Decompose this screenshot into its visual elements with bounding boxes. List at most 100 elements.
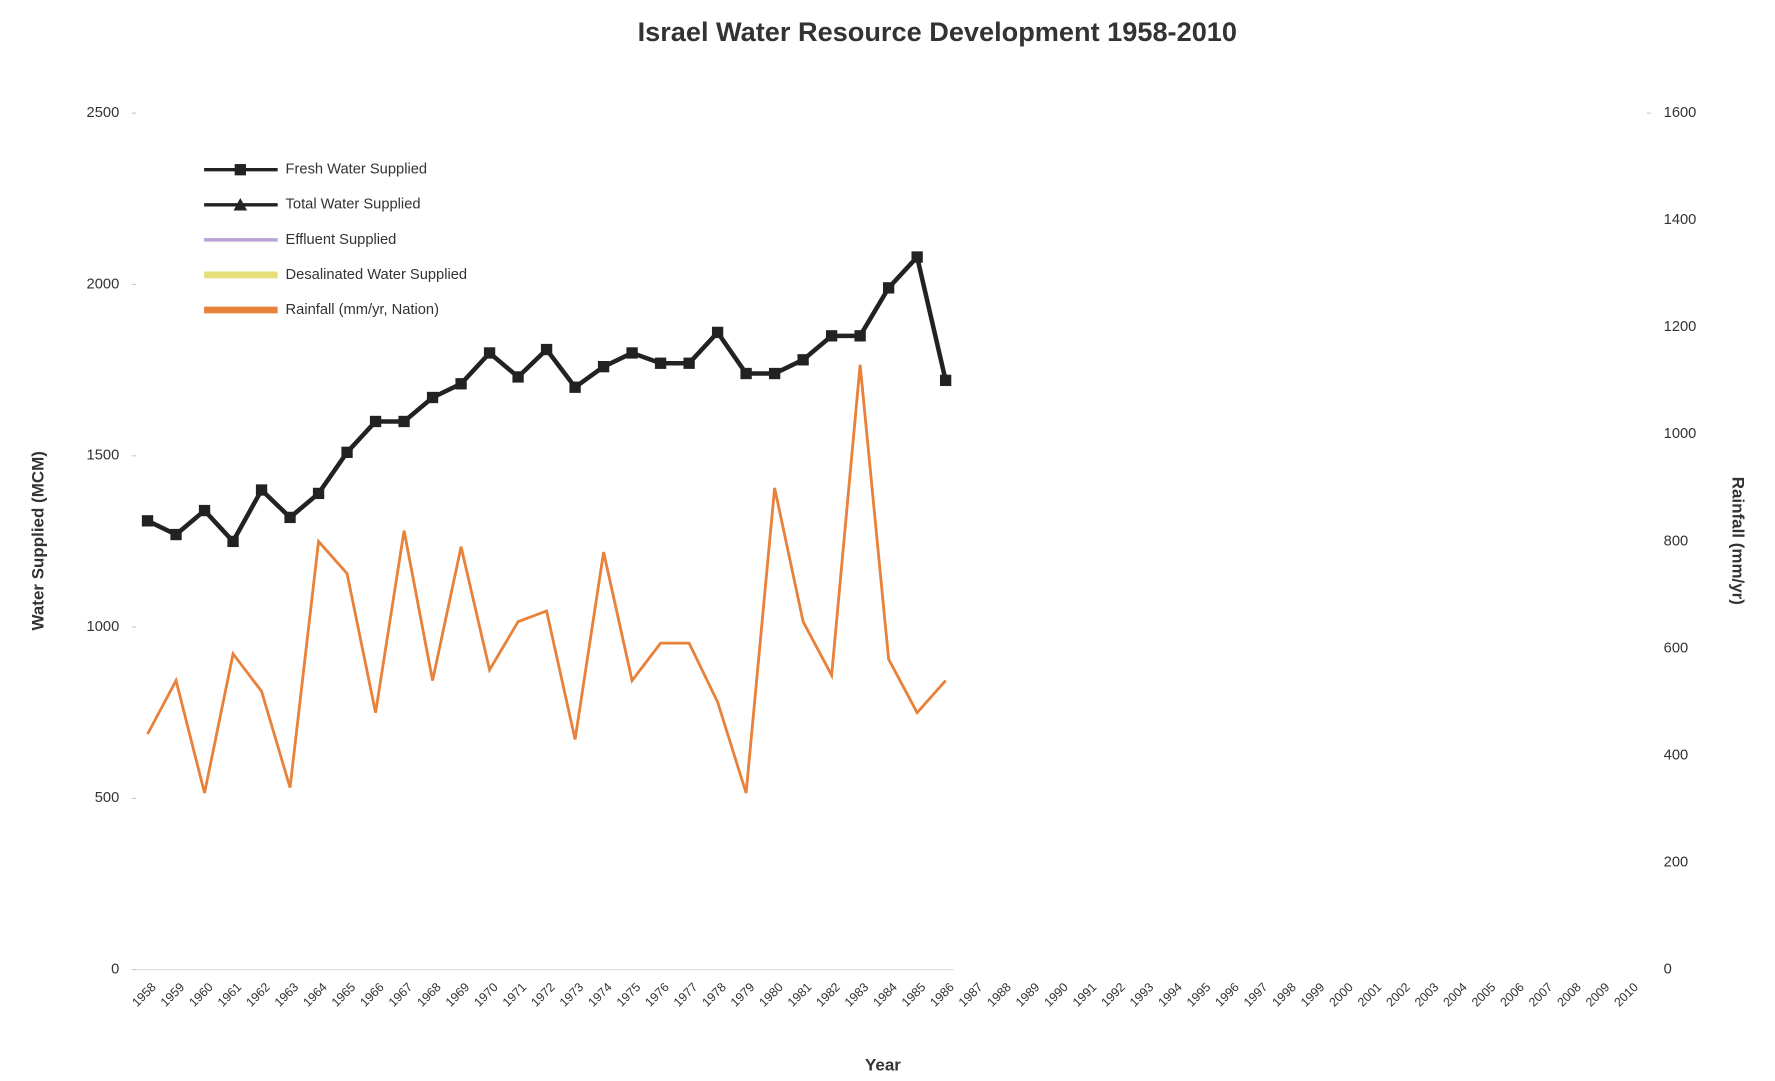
x-tick-label: 1980: [756, 980, 786, 1010]
y2-tick-label: 1200: [1664, 319, 1697, 335]
data-point: [654, 357, 667, 369]
x-tick-label: 1983: [842, 980, 872, 1010]
x-tick-label: 2008: [1554, 980, 1584, 1010]
x-tick-label: 1981: [785, 980, 815, 1010]
y-tick-label: 2500: [87, 105, 120, 121]
x-tick-label: 1998: [1269, 980, 1299, 1010]
x-tick-label: 1966: [357, 980, 387, 1010]
x-tick-label: 2005: [1469, 980, 1499, 1010]
x-tick-label: 1979: [728, 980, 758, 1010]
x-tick-label: 2004: [1440, 980, 1470, 1010]
x-tick-label: 1975: [614, 980, 644, 1010]
x-tick-label: 1977: [671, 980, 701, 1010]
data-point: [768, 367, 781, 380]
data-point: [284, 511, 296, 524]
x-tick-label: 1992: [1098, 980, 1128, 1010]
y-tick-label: 2000: [87, 276, 120, 292]
data-point: [797, 354, 809, 366]
y2-tick-label: 1000: [1664, 426, 1697, 442]
legend-label: Effluent Supplied: [286, 232, 397, 248]
x-tick-label: 2002: [1383, 980, 1413, 1010]
x-tick-label: 1974: [585, 980, 615, 1010]
y-axis-label: Water Supplied (MCM): [28, 451, 47, 630]
x-tick-label: 1984: [870, 980, 900, 1010]
x-tick-label: 2006: [1497, 980, 1527, 1010]
x-tick-label: 1986: [927, 980, 957, 1010]
y2-tick-label: 1600: [1664, 105, 1697, 121]
x-tick-label: 2003: [1412, 980, 1442, 1010]
data-point: [227, 535, 239, 548]
x-tick-label: 1999: [1298, 980, 1328, 1010]
x-tick-label: 1972: [528, 980, 558, 1010]
y2-axis-label: Rainfall (mm/yr): [1729, 477, 1748, 605]
x-tick-label: 1978: [699, 980, 729, 1010]
y2-tick-label: 600: [1664, 640, 1689, 656]
data-point: [141, 515, 154, 527]
x-tick-label: 1968: [414, 980, 444, 1010]
y2-tick-label: 200: [1664, 854, 1689, 870]
data-point: [369, 415, 382, 428]
data-point: [483, 347, 496, 359]
legend-marker: [233, 198, 248, 211]
x-tick-label: 1965: [329, 980, 359, 1010]
x-tick-label: 2001: [1355, 980, 1385, 1010]
x-tick-label: 1971: [500, 980, 530, 1010]
data-point: [626, 347, 638, 359]
legend-marker: [234, 164, 246, 176]
data-point: [170, 528, 182, 541]
data-point: [569, 381, 581, 393]
y2-tick-label: 800: [1664, 533, 1689, 549]
overlay-panel: [954, 113, 1659, 976]
x-tick-label: 1993: [1127, 980, 1157, 1010]
legend-label: Desalinated Water Supplied: [286, 267, 468, 283]
x-tick-label: 1985: [899, 980, 929, 1010]
x-tick-label: 1961: [215, 980, 245, 1010]
series-line: [146, 252, 948, 546]
y-tick-label: 1500: [87, 448, 120, 464]
x-tick-label: 1987: [956, 980, 986, 1010]
data-point: [455, 378, 467, 390]
x-tick-label: 1967: [386, 980, 416, 1010]
data-point: [740, 367, 752, 380]
x-tick-label: 2000: [1326, 980, 1356, 1010]
x-axis-label: Year: [865, 1055, 901, 1074]
data-point: [255, 484, 268, 496]
x-tick-label: 2010: [1611, 980, 1641, 1010]
x-tick-label: 1973: [557, 980, 587, 1010]
x-tick-label: 1991: [1070, 980, 1100, 1010]
legend-label: Fresh Water Supplied: [286, 162, 428, 178]
data-point: [312, 487, 325, 500]
data-point: [341, 446, 353, 458]
x-tick-label: 1964: [300, 980, 330, 1010]
data-point: [854, 330, 866, 342]
x-tick-label: 1963: [272, 980, 302, 1010]
x-tick-label: 1976: [642, 980, 672, 1010]
x-tick-label: 1997: [1241, 980, 1271, 1010]
data-point: [398, 415, 410, 428]
data-point: [882, 282, 895, 294]
data-point: [683, 357, 695, 369]
x-tick-label: 1970: [471, 980, 501, 1010]
data-point: [939, 374, 952, 387]
data-point: [911, 251, 923, 263]
x-tick-label: 1988: [984, 980, 1014, 1010]
y2-tick-label: 0: [1664, 962, 1672, 978]
x-tick-label: 1969: [443, 980, 473, 1010]
y2-tick-label: 400: [1664, 747, 1689, 763]
x-tick-label: 1995: [1184, 980, 1214, 1010]
data-point: [597, 361, 610, 373]
data-point: [540, 343, 553, 356]
x-tick-label: 1994: [1155, 980, 1185, 1010]
x-tick-label: 1958: [129, 980, 159, 1010]
chart-title: Israel Water Resource Development 1958-2…: [638, 16, 1237, 47]
data-point: [198, 504, 211, 517]
x-tick-label: 1959: [158, 980, 188, 1010]
data-point: [426, 391, 439, 404]
series-line: [146, 364, 947, 794]
data-point: [825, 330, 838, 342]
x-tick-label: 1990: [1041, 980, 1071, 1010]
x-tick-label: 1960: [186, 980, 216, 1010]
x-tick-label: 1989: [1013, 980, 1043, 1010]
legend-label: Rainfall (mm/yr, Nation): [286, 302, 439, 318]
